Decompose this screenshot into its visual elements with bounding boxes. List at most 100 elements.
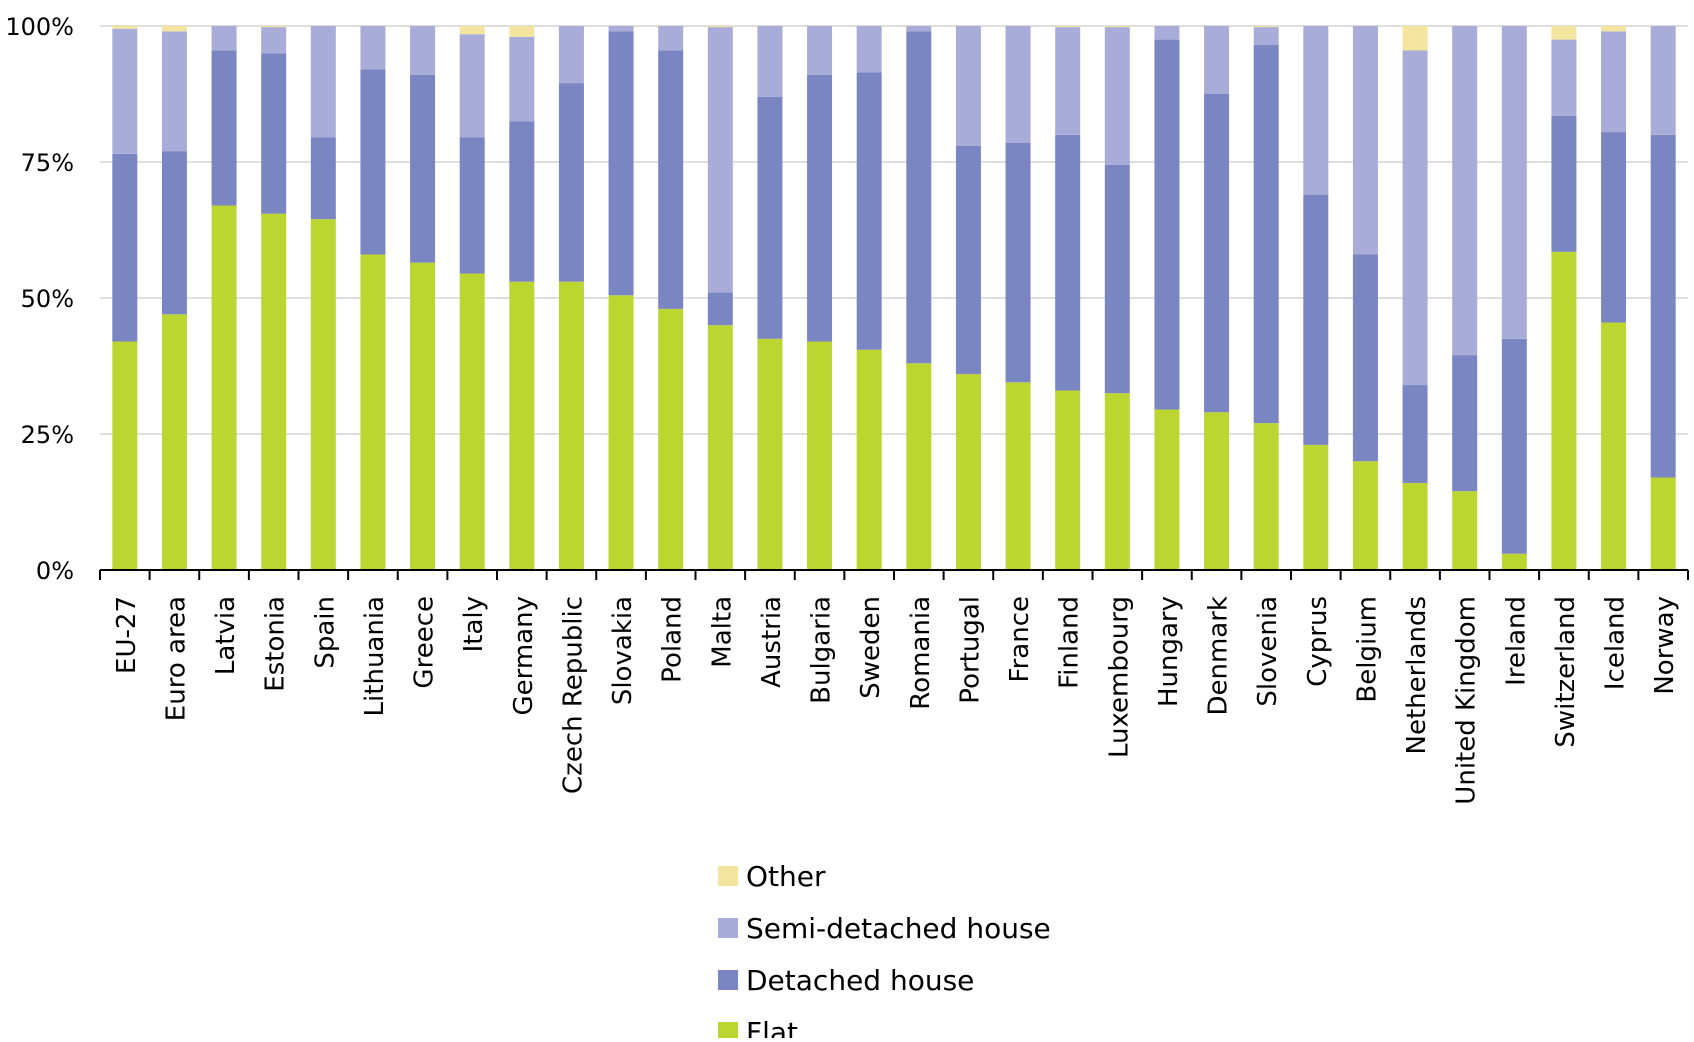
bar-segment-flat bbox=[261, 213, 287, 570]
bar-segment-other bbox=[1601, 26, 1627, 32]
legend-label: Flat bbox=[746, 1016, 798, 1038]
bar-segment-semi-detached-house bbox=[558, 26, 584, 84]
bar-segment-other bbox=[161, 26, 187, 32]
bar-segment-detached-house bbox=[310, 137, 336, 220]
bar-segment-detached-house bbox=[211, 50, 237, 206]
bar-segment-flat bbox=[807, 341, 833, 570]
bar-segment-detached-house bbox=[1352, 254, 1378, 462]
bar-segment-semi-detached-house bbox=[608, 26, 634, 32]
bar-segment-other bbox=[261, 26, 287, 28]
x-tick-label: Sweden bbox=[856, 596, 886, 699]
x-tick-label: Euro area bbox=[161, 596, 191, 721]
x-tick-label: Austria bbox=[757, 596, 787, 688]
bar-segment-flat bbox=[161, 314, 187, 570]
x-tick-label: Malta bbox=[707, 596, 737, 668]
bar-segment-flat bbox=[1402, 482, 1428, 570]
bar-segment-flat bbox=[1154, 409, 1180, 570]
legend-swatch bbox=[718, 1022, 738, 1042]
bar-segment-flat bbox=[1601, 322, 1627, 570]
bar-segment-semi-detached-house bbox=[707, 27, 733, 293]
bar-segment-detached-house bbox=[1402, 385, 1428, 483]
bar-segment-semi-detached-house bbox=[161, 31, 187, 152]
bar-segment-detached-house bbox=[955, 145, 981, 375]
bar-segment-detached-house bbox=[459, 137, 485, 274]
bar-segment-flat bbox=[658, 308, 684, 570]
x-tick-label: Spain bbox=[310, 596, 340, 669]
axes: 0% 25% 50% 75% 100% EU-27 Euro area Latvia Eston… bbox=[5, 13, 1689, 805]
y-tick-label: 25% bbox=[21, 421, 74, 449]
bar-segment-semi-detached-house bbox=[1253, 27, 1279, 46]
x-tick-label: Portugal bbox=[955, 596, 985, 704]
x-tick-label: EU-27 bbox=[112, 596, 142, 674]
bar-segment-flat bbox=[757, 338, 783, 570]
bar-segment-detached-house bbox=[112, 153, 138, 342]
bar-segment-semi-detached-house bbox=[509, 36, 535, 122]
bar-segment-semi-detached-house bbox=[757, 26, 783, 97]
bar-segment-detached-house bbox=[1005, 142, 1031, 383]
gridlines bbox=[100, 25, 1688, 435]
bar-segment-flat bbox=[558, 281, 584, 570]
bar-segment-detached-house bbox=[1154, 39, 1180, 410]
bar-segment-semi-detached-house bbox=[1402, 50, 1428, 386]
bar-segment-detached-house bbox=[410, 74, 436, 263]
bar-segment-semi-detached-house bbox=[112, 28, 138, 154]
bar-segment-semi-detached-house bbox=[1005, 26, 1031, 143]
bar-segment-semi-detached-house bbox=[360, 26, 386, 70]
bar-segment-detached-house bbox=[1204, 94, 1230, 413]
bar-segment-other bbox=[707, 26, 733, 28]
legend-swatch bbox=[718, 970, 738, 990]
bar-segment-detached-house bbox=[509, 121, 535, 282]
bar-segment-detached-house bbox=[1601, 132, 1627, 323]
bar-segment-detached-house bbox=[1303, 194, 1329, 445]
bar-segment-detached-house bbox=[856, 72, 882, 350]
bar-segment-flat bbox=[955, 374, 981, 570]
x-tick-label: Poland bbox=[658, 596, 688, 683]
bar-segment-semi-detached-house bbox=[1650, 26, 1676, 135]
bar-segment-flat bbox=[1452, 491, 1478, 570]
y-tick-label: 50% bbox=[21, 285, 74, 313]
bar-segment-semi-detached-house bbox=[1501, 26, 1527, 339]
x-tick-label: Cyprus bbox=[1303, 596, 1333, 687]
bar-segment-detached-house bbox=[1452, 355, 1478, 492]
bar-segment-semi-detached-house bbox=[1154, 26, 1180, 40]
bar-segment-flat bbox=[1204, 412, 1230, 570]
x-tick-label: Switzerland bbox=[1551, 596, 1581, 748]
bar-segment-semi-detached-house bbox=[1204, 26, 1230, 94]
bar-segment-flat bbox=[1650, 477, 1676, 570]
x-tick-label: Estonia bbox=[261, 596, 291, 692]
bar-segment-semi-detached-house bbox=[1303, 26, 1329, 195]
bar-segment-flat bbox=[360, 254, 386, 571]
bar-segment-semi-detached-house bbox=[211, 26, 237, 51]
x-tick-label: Denmark bbox=[1204, 596, 1234, 716]
bar-segment-detached-house bbox=[1253, 45, 1279, 424]
bar-segment-flat bbox=[1352, 461, 1378, 570]
bar-segment-other bbox=[1253, 26, 1279, 28]
bar-segment-semi-detached-house bbox=[1452, 26, 1478, 356]
y-tick-label: 100% bbox=[5, 13, 74, 41]
bar-segment-flat bbox=[1104, 393, 1130, 570]
bar-segment-detached-house bbox=[1055, 134, 1081, 391]
bar-segment-flat bbox=[509, 281, 535, 570]
bar-segment-semi-detached-house bbox=[410, 26, 436, 75]
bar-segment-detached-house bbox=[1104, 164, 1130, 394]
x-tick-label: Iceland bbox=[1601, 596, 1631, 690]
x-tick-label: Hungary bbox=[1154, 596, 1184, 707]
bar-segment-detached-house bbox=[807, 74, 833, 342]
bar-segment-flat bbox=[1303, 444, 1329, 570]
x-tick-label: United Kingdom bbox=[1452, 596, 1482, 805]
bar-segment-detached-house bbox=[360, 69, 386, 255]
x-tick-label: Italy bbox=[459, 596, 489, 652]
bar-segment-detached-house bbox=[161, 151, 187, 315]
bar-segment-flat bbox=[211, 205, 237, 570]
bar-segment-detached-house bbox=[757, 96, 783, 339]
x-tick-label: Latvia bbox=[211, 596, 241, 675]
x-tick-label: Ireland bbox=[1501, 596, 1531, 686]
bar-segment-other bbox=[459, 26, 485, 35]
x-tick-label: Germany bbox=[509, 596, 539, 716]
y-tick-label: 75% bbox=[21, 149, 74, 177]
x-tick-label: Belgium bbox=[1352, 596, 1382, 703]
bar-segment-flat bbox=[906, 363, 932, 570]
bar-segment-flat bbox=[856, 349, 882, 570]
legend-swatch bbox=[718, 866, 738, 886]
